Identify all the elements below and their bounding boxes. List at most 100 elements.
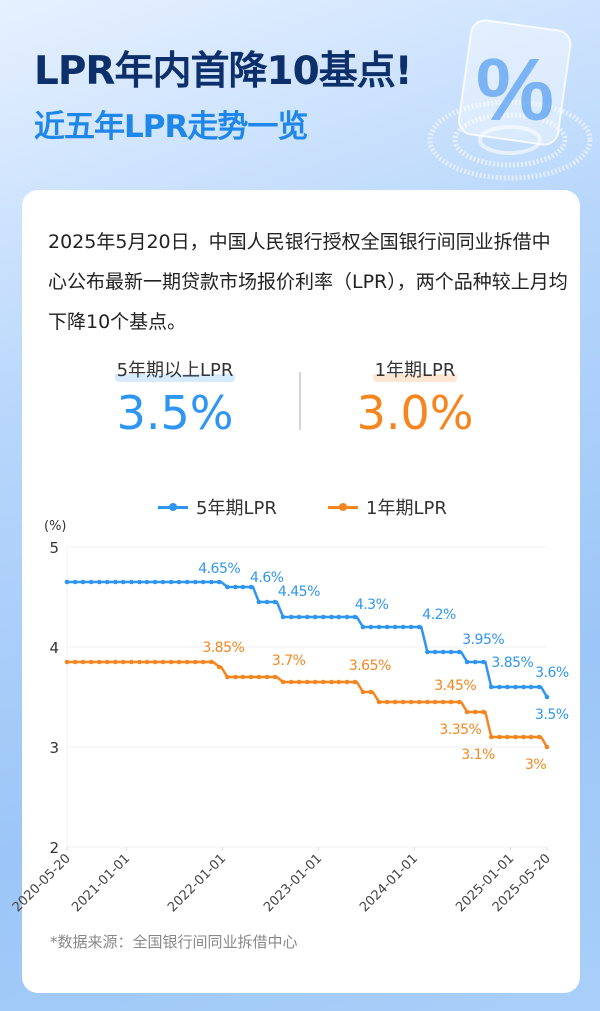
data-point — [536, 734, 542, 740]
y-tick-label: 4 — [49, 639, 59, 657]
data-point — [264, 674, 270, 680]
data-point — [64, 579, 70, 585]
stat-1y: 1年期LPR 3.0% — [345, 356, 485, 436]
x-tick-label: 2020-05-20 — [10, 851, 74, 915]
data-point — [120, 659, 126, 665]
data-point — [97, 659, 102, 665]
data-point — [240, 584, 246, 590]
data-point — [488, 734, 494, 740]
stat-5y-label: 5年期以上LPR — [114, 356, 236, 382]
data-point — [392, 699, 398, 705]
data-point — [113, 659, 118, 665]
x-tick-label: 2022-01-01 — [165, 851, 229, 915]
stat-1y-label: 1年期LPR — [372, 356, 458, 382]
data-point — [176, 579, 182, 585]
data-label: 3.85% — [491, 655, 533, 671]
x-tick-label: 2024-01-01 — [357, 851, 421, 915]
data-point — [528, 734, 534, 740]
data-point — [176, 659, 182, 665]
stat-5y: 5年期以上LPR 3.5% — [100, 356, 250, 436]
data-point — [209, 579, 214, 585]
data-point — [336, 614, 342, 620]
data-point — [80, 579, 86, 585]
data-label: 3.95% — [462, 632, 504, 648]
data-point — [384, 699, 390, 705]
legend-1y-label: 1年期LPR — [366, 498, 447, 519]
legend-5y-label: 5年期LPR — [196, 498, 277, 519]
data-point — [209, 659, 214, 665]
data-point — [272, 674, 278, 680]
data-point — [80, 659, 86, 665]
data-point — [425, 699, 430, 705]
data-point — [464, 659, 470, 665]
data-point — [344, 614, 350, 620]
data-point — [168, 659, 174, 665]
data-point — [505, 684, 510, 690]
data-label: 4.45% — [278, 584, 320, 600]
data-label: 4.65% — [198, 561, 240, 577]
y-axis-unit: (%) — [44, 519, 67, 534]
data-point — [129, 579, 134, 585]
data-point — [312, 679, 318, 685]
data-label: 4.3% — [355, 597, 389, 613]
data-point — [256, 674, 262, 680]
data-label: 3.35% — [439, 722, 481, 738]
data-point — [329, 679, 334, 685]
data-point — [448, 699, 454, 705]
data-point — [304, 614, 310, 620]
data-point — [168, 579, 174, 585]
data-point — [344, 679, 350, 685]
data-point — [144, 579, 150, 585]
data-point — [497, 734, 502, 740]
data-point — [216, 579, 222, 585]
data-point — [296, 679, 302, 685]
data-point — [505, 734, 510, 740]
data-point — [192, 579, 198, 585]
page-subtitle: 近五年LPR走势一览 — [34, 109, 308, 145]
data-point — [513, 734, 518, 740]
content-card — [22, 190, 580, 993]
data-point — [264, 599, 270, 605]
data-point — [248, 674, 254, 680]
data-point — [312, 614, 318, 620]
data-point — [448, 649, 454, 655]
data-point — [360, 624, 366, 630]
data-point — [464, 709, 470, 715]
data-point — [225, 584, 230, 590]
y-tick-label: 2 — [49, 839, 59, 857]
data-label: 3.45% — [434, 678, 476, 694]
data-point — [304, 679, 310, 685]
data-point — [288, 679, 294, 685]
data-point — [88, 659, 94, 665]
data-point — [280, 679, 286, 685]
data-point — [184, 659, 190, 665]
data-point — [432, 649, 438, 655]
y-tick-label: 3 — [49, 739, 59, 757]
data-point — [296, 614, 302, 620]
data-point — [192, 659, 198, 665]
data-point — [256, 599, 262, 605]
data-point — [544, 744, 550, 750]
data-label: 3.1% — [461, 747, 495, 763]
data-point — [456, 649, 462, 655]
data-label: 3.65% — [349, 658, 391, 674]
data-point — [144, 659, 150, 665]
data-point — [528, 684, 534, 690]
y-tick-label: 5 — [49, 539, 59, 557]
stat-1y-value: 3.0% — [356, 386, 474, 440]
data-label: 3.85% — [202, 640, 244, 656]
data-point — [64, 659, 70, 665]
data-point — [488, 684, 494, 690]
legend-5y: 5年期LPR — [158, 494, 277, 520]
data-point — [481, 659, 486, 665]
data-point — [288, 614, 294, 620]
data-source: *数据来源：全国银行间同业拆借中心 — [50, 933, 298, 951]
data-point — [472, 659, 478, 665]
x-tick-label: 2021-01-01 — [69, 851, 133, 915]
data-point — [200, 659, 206, 665]
page-title: LPR年内首降10基点! — [34, 49, 413, 94]
data-point — [160, 579, 166, 585]
data-point — [376, 699, 382, 705]
data-label: 3.5% — [535, 707, 569, 723]
data-point — [425, 649, 430, 655]
